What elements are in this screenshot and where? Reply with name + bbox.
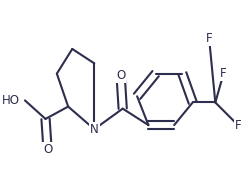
Text: F: F bbox=[205, 32, 212, 45]
Text: F: F bbox=[219, 67, 226, 80]
Text: O: O bbox=[116, 69, 125, 82]
Text: HO: HO bbox=[2, 94, 20, 107]
Text: O: O bbox=[43, 143, 52, 156]
Text: F: F bbox=[234, 119, 240, 132]
Text: N: N bbox=[90, 123, 98, 136]
